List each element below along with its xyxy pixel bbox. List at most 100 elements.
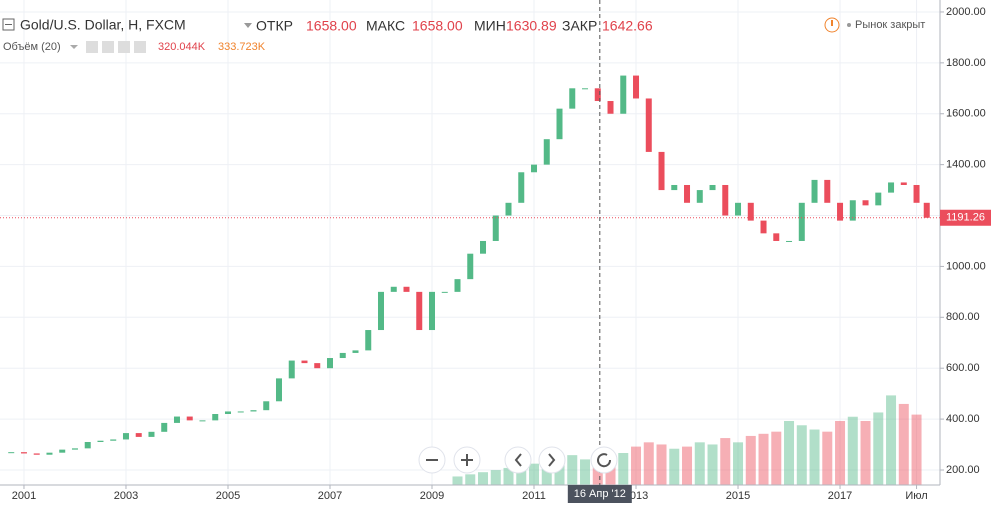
candle [582,88,589,90]
candle [875,192,882,206]
volume-bar [898,403,909,485]
close-value: 1642.66 [602,18,653,34]
candle [518,172,525,203]
candle [186,416,193,421]
alert-icon[interactable] [824,17,840,33]
candle [250,410,257,412]
source-button[interactable] [118,41,130,53]
candle [786,240,793,242]
volume-bar [516,465,527,485]
dropdown-arrow[interactable] [70,45,78,49]
last-price-box [940,209,991,226]
volume-bar [822,431,833,485]
y-tick-label: 600.00 [946,362,980,374]
volume-bar [592,461,603,485]
candle [696,190,703,203]
volume-bar [478,472,489,485]
reset-icon [597,453,612,468]
crosshair-date-box [567,485,632,503]
candle [505,202,512,216]
y-tick-label: 400.00 [946,413,980,425]
candle [288,360,295,379]
candle [263,401,270,411]
volume-bar [567,455,578,485]
status-dot [847,23,851,27]
open-value: 1658.00 [306,18,357,34]
x-tick-label: 2003 [114,490,138,502]
volume-title: Объём (20) [3,41,61,53]
candle [913,184,920,203]
volume-bar [643,442,654,485]
candle [97,440,104,442]
candle [352,350,359,353]
zoom-in-icon [461,454,473,466]
candle [224,411,231,415]
candle [594,88,601,102]
candle [301,360,308,364]
candle [122,433,129,440]
volume-ma-value: 333.723K [218,41,266,53]
candle [607,101,614,114]
y-tick-label: 1000.00 [946,260,986,272]
x-tick-label: 2007 [318,490,342,502]
volume-value: 320.044K [158,41,206,53]
candle [135,433,142,437]
candle [339,352,346,359]
volume-bar [682,446,693,485]
y-tick-label: 800.00 [946,311,980,323]
candle [326,358,333,369]
close-label: ЗАКР [562,18,597,34]
candle [377,291,384,331]
x-tick-label: Июл [905,490,927,502]
y-tick-label: 1400.00 [946,159,986,171]
candle [747,202,754,221]
volume-bar [847,416,858,485]
candle [480,240,487,254]
zoom-controls [418,446,618,474]
candle [110,439,117,441]
candle [199,420,206,422]
x-tick-label: 2005 [216,490,240,502]
volume-bar [720,438,731,485]
candle [20,452,27,454]
candle [735,202,742,216]
y-tick-label: 1600.00 [946,108,986,120]
x-tick-label: 2017 [828,490,852,502]
candle [441,291,448,293]
collapse-icon[interactable] [2,18,15,31]
candle [161,422,168,432]
candle [148,431,155,437]
reset-button[interactable] [590,446,618,474]
volume-bar [886,395,897,485]
candle [633,75,640,99]
volume-bar [656,444,667,485]
left-icon [514,453,522,467]
volume-bar [784,421,795,485]
candle [722,184,729,216]
candle [671,184,678,191]
volume-bar [911,414,922,485]
candle [492,215,499,241]
settings-button[interactable] [102,41,114,53]
candle [59,449,66,453]
candle [416,291,423,331]
candle [658,151,665,191]
dropdown-arrow[interactable] [244,23,252,28]
scroll-right-button[interactable] [538,446,566,474]
candle [365,330,372,351]
y-tick-label: 2000.00 [946,6,986,18]
remove-button[interactable] [134,41,146,53]
candle [173,416,180,423]
eye-button[interactable] [86,41,98,53]
candle [837,202,844,221]
symbol-title: Gold/U.S. Dollar, H, FXCM [20,17,186,33]
candle [543,139,550,165]
x-tick-label: 2011 [522,490,546,502]
scroll-left-button[interactable] [504,446,532,474]
volume-bar [758,433,769,485]
high-label: МАКС [366,18,405,34]
candle [403,286,410,292]
volume-bar [580,459,591,485]
candle [237,411,244,413]
